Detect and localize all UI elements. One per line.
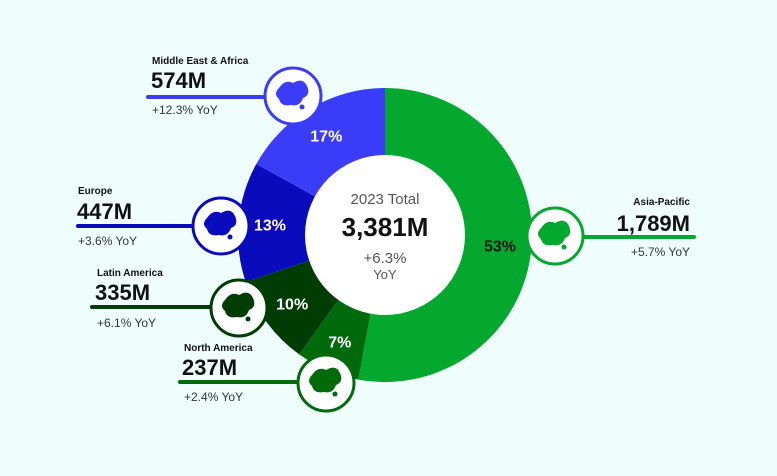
region-value: 335M [95,280,150,305]
donut-segment-2 [245,260,339,355]
segment-share-label: 10% [276,297,308,314]
region-name: Asia-Pacific [633,197,690,208]
region-value: 1,789M [617,211,690,236]
segment-share-label: 13% [254,218,286,235]
center-title: 2023 Total [351,191,420,208]
europe-map-icon [191,196,251,256]
region-name: North America [184,343,253,354]
asia-pacific-map-icon [525,206,585,266]
center-total-value: 3,381M [342,212,429,242]
region-name: Latin America [97,268,163,279]
region-name: Europe [78,186,113,197]
africa-map-icon [263,66,323,126]
region-yoy: +12.3% YoY [152,103,218,117]
center-yoy: +6.3% [364,250,407,267]
region-yoy: +3.6% YoY [78,234,137,248]
region-value: 574M [151,68,206,93]
segment-share-label: 17% [310,129,342,146]
donut-segment-3 [237,163,316,283]
region-value: 447M [77,199,132,224]
donut-segment-4 [256,88,385,197]
donut-segment-0 [358,88,532,383]
segment-share-label: 53% [484,238,516,255]
latin-america-map-icon [209,278,269,338]
region-name: Middle East & Africa [152,56,249,67]
region-value: 237M [182,355,237,380]
region-yoy: +6.1% YoY [97,316,156,330]
center-yoy-unit: YoY [373,267,397,282]
north-america-map-icon [296,353,356,413]
segment-share-label: 7% [328,334,351,351]
center-disc [305,155,465,315]
region-yoy: +2.4% YoY [184,390,243,404]
region-yoy: +5.7% YoY [631,245,690,259]
